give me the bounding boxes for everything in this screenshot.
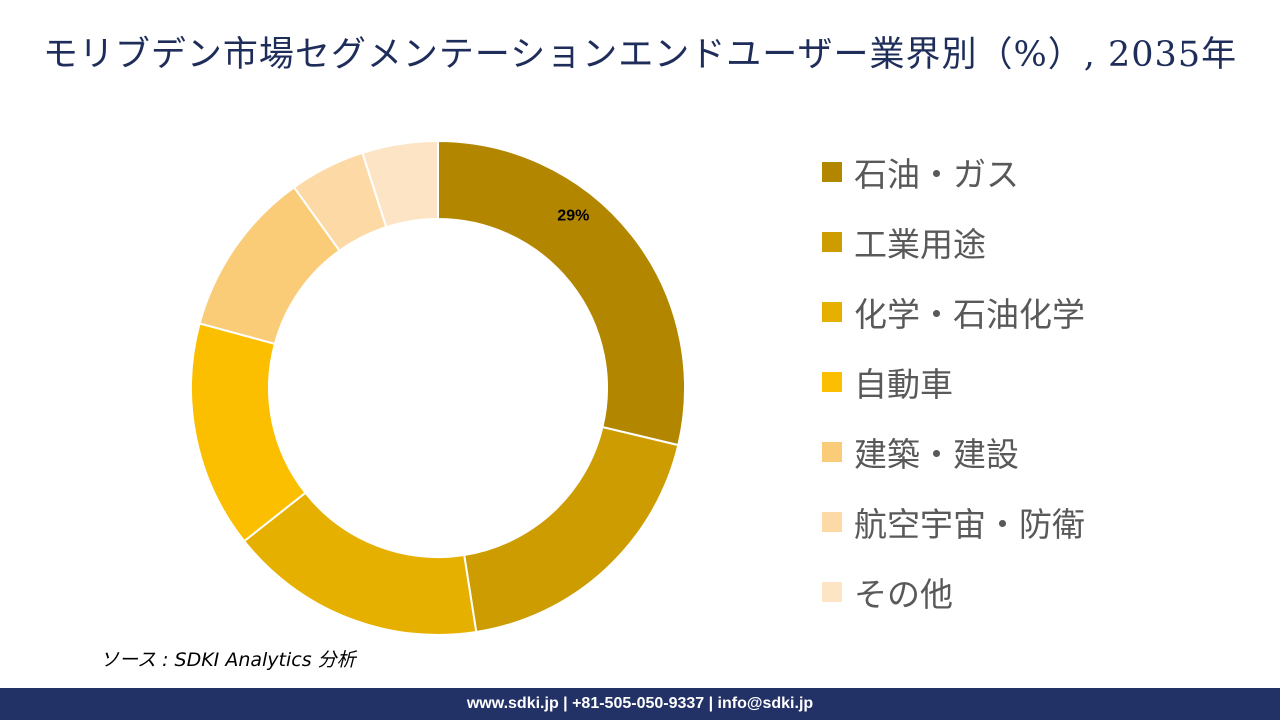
footer-bar: www.sdki.jp | +81-505-050-9337 | info@sd… [0,688,1280,720]
donut-slice-6 [361,139,439,229]
legend-label-aerospace: 航空宇宙・防衛 [854,505,1085,544]
footer-contact: www.sdki.jp | +81-505-050-9337 | info@sd… [466,695,814,712]
legend-swatch-aerospace [822,512,842,532]
legend-swatch-automotive [822,372,842,392]
legend-label-oil-gas: 石油・ガス [854,155,1019,194]
legend-swatch-industrial [822,232,842,252]
donut-slice-0 [437,139,686,447]
source-note: ソース : SDKI Analytics 分析 [100,649,356,671]
legend-swatch-oil-gas [822,162,842,182]
legend-label-industrial: 工業用途 [854,225,986,264]
legend-label-other: その他 [854,575,953,614]
donut-chart: 29% [190,139,686,636]
legend-label-automotive: 自動車 [854,365,953,404]
legend-swatch-chemical [822,302,842,322]
legend-label-construction: 建築・建設 [854,435,1019,474]
data-label-0: 29% [557,208,589,225]
legend-swatch-other [822,582,842,602]
chart-title: モリブデン市場セグメンテーションエンドユーザー業界別（%）, 2035年 [42,35,1238,75]
legend-swatch-construction [822,442,842,462]
donut-slice-1 [463,425,680,634]
legend-label-chemical: 化学・石油化学 [854,295,1085,334]
